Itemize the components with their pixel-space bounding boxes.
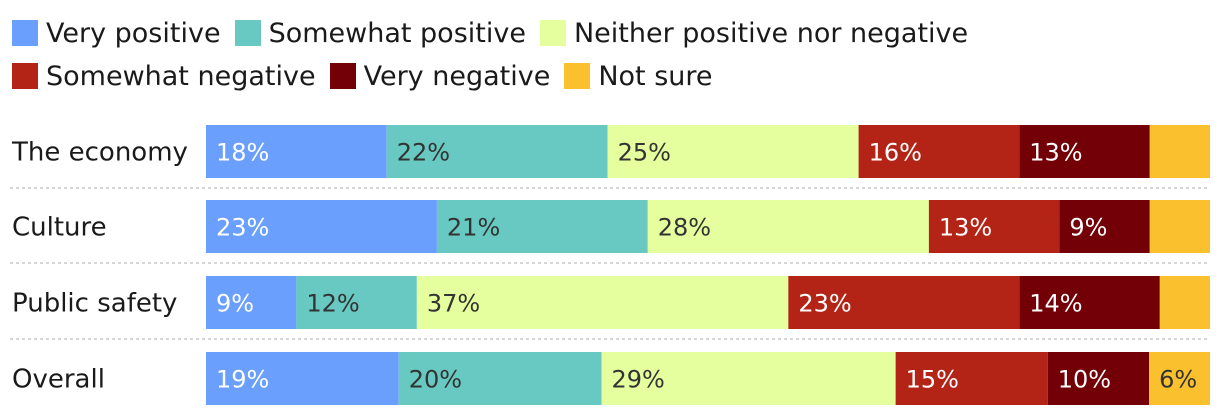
value-label-the-economy-very-negative: 13% (1029, 139, 1082, 167)
bar-culture-neither-positive-nor-negative (647, 200, 929, 253)
bar-overall-somewhat-negative (895, 352, 1048, 405)
value-label-overall-somewhat-negative: 15% (906, 366, 959, 394)
bar-the-economy-somewhat-positive (386, 125, 608, 178)
legend-swatch-very-negative (329, 63, 356, 89)
value-label-overall-somewhat-positive: 20% (409, 366, 462, 394)
legend-item-somewhat-positive: Somewhat positive (234, 12, 526, 55)
legend-label-somewhat-negative: Somewhat negative (46, 61, 316, 92)
bar-overall-very-positive (206, 352, 399, 405)
value-label-culture-somewhat-positive: 21% (447, 214, 500, 242)
bar-overall-very-negative (1047, 352, 1150, 405)
bar-overall-not-sure (1149, 352, 1210, 405)
category-label-overall: Overall (12, 365, 105, 395)
bar-culture-somewhat-negative (928, 200, 1060, 253)
bar-culture-very-negative (1059, 200, 1150, 253)
bar-public-safety-somewhat-positive (296, 276, 417, 329)
legend-label-neither-positive-nor-negative: Neither positive nor negative (573, 18, 969, 49)
bar-public-safety-neither-positive-nor-negative (416, 276, 789, 329)
bar-culture-not-sure (1149, 200, 1210, 253)
value-label-public-safety-somewhat-positive: 12% (306, 290, 359, 318)
value-label-the-economy-somewhat-positive: 22% (397, 139, 450, 167)
legend-item-neither-positive-nor-negative: Neither positive nor negative (539, 12, 969, 55)
bar-the-economy-somewhat-negative (858, 125, 1020, 178)
value-label-overall-neither-positive-nor-negative: 29% (612, 366, 665, 394)
bar-culture-very-positive (206, 200, 437, 253)
value-label-public-safety-somewhat-negative: 23% (798, 290, 851, 318)
value-label-the-economy-very-positive: 18% (216, 139, 269, 167)
legend-swatch-not-sure (564, 63, 591, 89)
legend-swatch-somewhat-positive (234, 20, 261, 46)
value-label-the-economy-neither-positive-nor-negative: 25% (618, 139, 671, 167)
bar-public-safety-very-positive (206, 276, 297, 329)
legend-item-very-negative: Very negative (329, 55, 551, 98)
value-label-overall-not-sure: 6% (1159, 366, 1197, 394)
legend-item-very-positive: Very positive (12, 12, 221, 55)
bar-the-economy-very-negative (1019, 125, 1150, 178)
value-label-culture-very-negative: 9% (1069, 214, 1107, 242)
value-label-culture-very-positive: 23% (216, 214, 269, 242)
legend-label-somewhat-positive: Somewhat positive (268, 18, 526, 49)
legend-item-not-sure: Not sure (564, 55, 713, 98)
value-label-overall-very-positive: 19% (216, 366, 269, 394)
category-label-the-economy: The economy (11, 138, 188, 168)
category-label-public-safety: Public safety (12, 289, 177, 319)
category-label-culture: Culture (12, 213, 107, 243)
bar-culture-somewhat-positive (436, 200, 648, 253)
value-label-public-safety-very-negative: 14% (1029, 290, 1082, 318)
bar-public-safety-somewhat-negative (788, 276, 1020, 329)
bar-public-safety-very-negative (1019, 276, 1160, 329)
legend-swatch-very-positive (12, 20, 38, 46)
legend: Very positive Somewhat positive Neither po… (12, 12, 1202, 98)
bar-the-economy-very-positive (206, 125, 387, 178)
legend-item-somewhat-negative: Somewhat negative (12, 55, 316, 98)
value-label-culture-neither-positive-nor-negative: 28% (658, 214, 711, 242)
legend-label-very-negative: Very negative (363, 61, 551, 92)
bar-the-economy-neither-positive-nor-negative (607, 125, 859, 178)
value-label-overall-very-negative: 10% (1058, 366, 1111, 394)
value-label-public-safety-very-positive: 9% (216, 290, 254, 318)
value-label-culture-somewhat-negative: 13% (939, 214, 992, 242)
bar-public-safety-not-sure (1159, 276, 1210, 329)
bar-overall-neither-positive-nor-negative (601, 352, 896, 405)
bar-the-economy-not-sure (1149, 125, 1210, 178)
bar-overall-somewhat-positive (398, 352, 602, 405)
legend-label-not-sure: Not sure (598, 61, 713, 92)
legend-label-very-positive: Very positive (46, 18, 221, 49)
legend-swatch-neither-positive-nor-negative (539, 20, 566, 46)
legend-swatch-somewhat-negative (12, 63, 38, 89)
value-label-the-economy-somewhat-negative: 16% (869, 139, 922, 167)
value-label-public-safety-neither-positive-nor-negative: 37% (427, 290, 480, 318)
